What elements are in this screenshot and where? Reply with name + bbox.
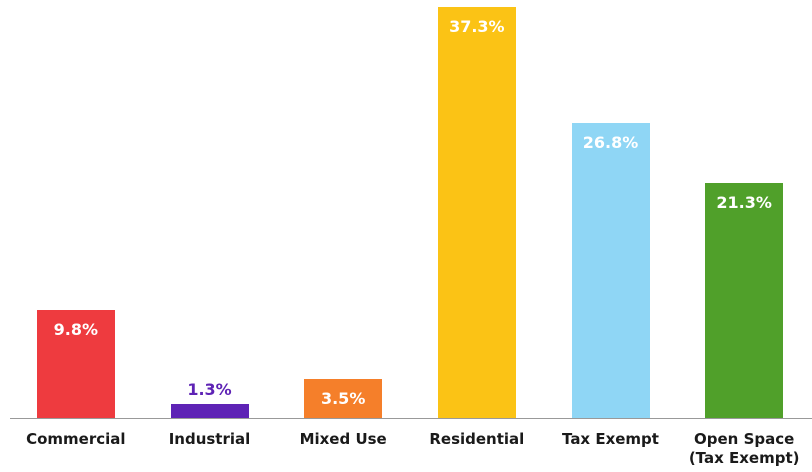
x-tick-label: Open Space (Tax Exempt)	[688, 430, 800, 467]
baseline	[10, 418, 812, 419]
value-label: 9.8%	[53, 320, 99, 340]
x-tick-label: Industrial	[168, 430, 251, 448]
x-tick-label: Residential	[429, 430, 525, 448]
x-tick-label: Commercial	[26, 430, 126, 448]
value-label: 3.5%	[320, 389, 366, 409]
bar	[437, 7, 516, 418]
x-tick-label: Mixed Use	[299, 430, 387, 448]
value-label: 26.8%	[582, 132, 639, 152]
bar	[304, 379, 383, 418]
bar	[571, 122, 650, 418]
value-label: 21.3%	[716, 193, 772, 213]
bar	[36, 310, 115, 418]
value-label: 37.3%	[449, 17, 505, 36]
bar	[705, 183, 784, 418]
value-label: 1.3%	[187, 379, 232, 399]
bar	[170, 403, 249, 418]
x-tick-label: Tax Exempt	[562, 430, 659, 448]
